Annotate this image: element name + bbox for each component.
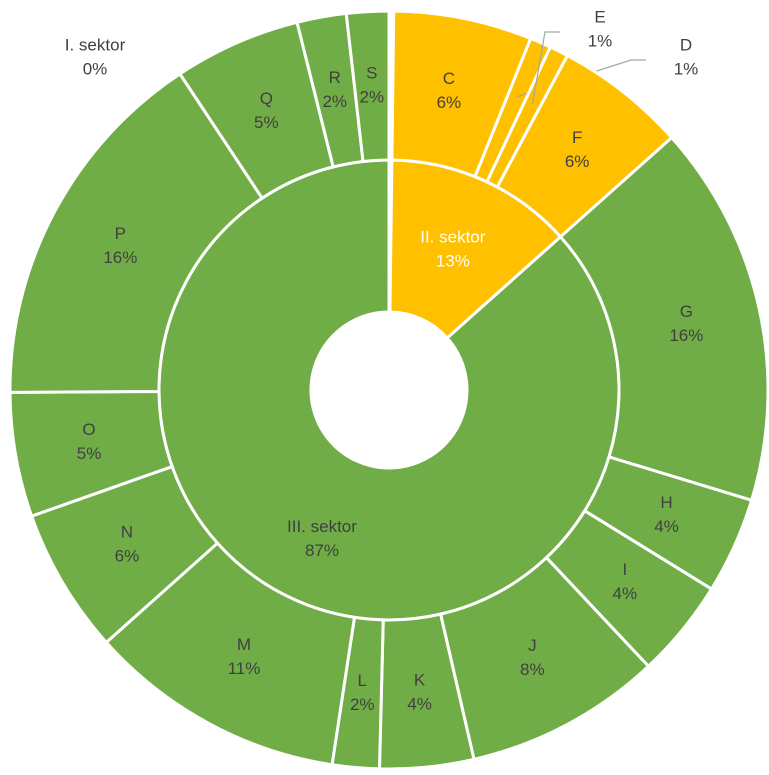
data-label: 11%: [228, 659, 261, 678]
data-label: 5%: [77, 444, 102, 463]
data-label: D: [680, 35, 692, 54]
data-label: E: [594, 7, 605, 26]
data-label: 16%: [103, 248, 137, 267]
data-label: 6%: [437, 93, 462, 112]
data-label: K: [414, 670, 426, 689]
data-label: 2%: [322, 92, 347, 111]
outer-segment: [8, 71, 265, 394]
data-label: P: [115, 224, 126, 243]
data-label: 8%: [520, 660, 545, 679]
data-label: 5%: [254, 113, 279, 132]
data-label: L: [358, 671, 367, 690]
data-label: III. sektor: [287, 517, 357, 536]
data-label: 6%: [565, 152, 590, 171]
data-label: 4%: [407, 694, 432, 713]
data-label: O: [82, 420, 95, 439]
data-label: F: [572, 128, 582, 147]
outer-segment: [558, 135, 769, 503]
data-label: 0%: [83, 59, 108, 78]
data-label: 1%: [588, 31, 613, 50]
data-label: R: [329, 68, 341, 87]
data-label: J: [528, 636, 537, 655]
data-label: C: [443, 69, 455, 88]
data-label: 4%: [654, 517, 679, 536]
data-label: 87%: [305, 541, 339, 560]
data-label: G: [680, 302, 693, 321]
data-label: 2%: [360, 87, 385, 106]
data-label: Q: [260, 89, 273, 108]
data-label: M: [237, 635, 251, 654]
data-label: I. sektor: [65, 35, 126, 54]
data-label: H: [660, 493, 672, 512]
data-label: S: [366, 63, 377, 82]
data-label: I: [622, 560, 627, 579]
data-label: 16%: [669, 326, 703, 345]
outer-segment: [344, 9, 391, 164]
data-label: 1%: [674, 59, 699, 78]
data-label: II. sektor: [420, 227, 486, 246]
data-label: N: [121, 522, 133, 541]
data-label: 13%: [436, 251, 470, 270]
data-label: 6%: [115, 546, 140, 565]
leader-line: [531, 31, 560, 105]
data-label: 2%: [350, 695, 375, 714]
data-label: 4%: [613, 584, 638, 603]
